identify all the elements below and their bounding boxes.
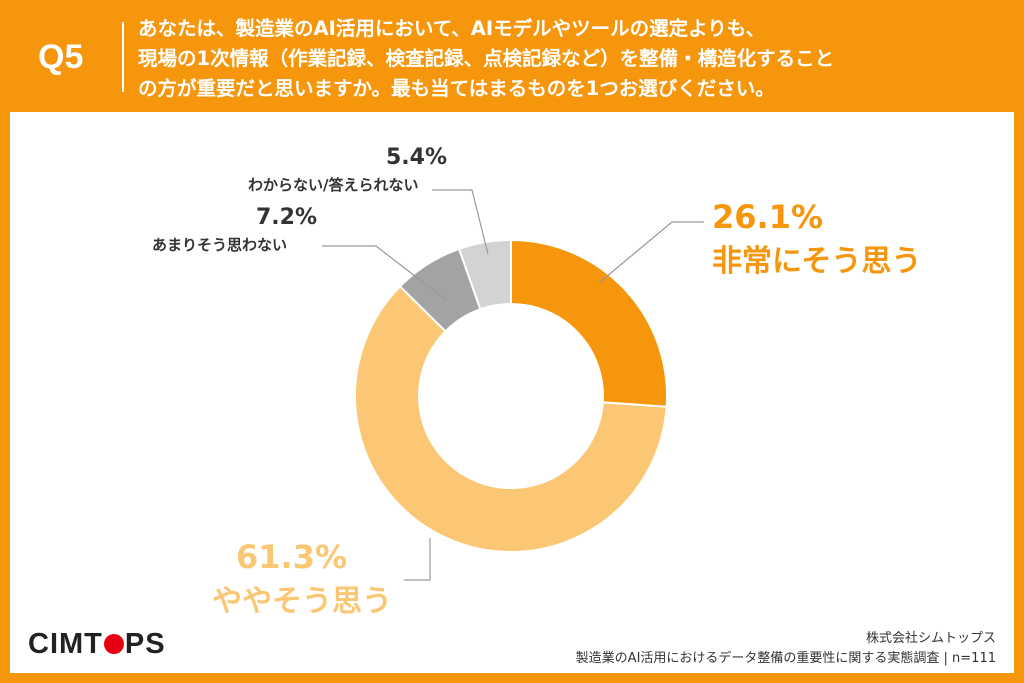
- header-divider: [122, 22, 124, 92]
- question-text: あなたは、製造業のAI活用において、AIモデルやツールの選定よりも、 現場の1次…: [138, 14, 998, 104]
- question-line-3: の方が重要だと思いますか。最も当てはまるものを1つお選びください。: [138, 77, 775, 100]
- slice-dontknow: [457, 238, 512, 311]
- leader-line-dontknow: [432, 189, 489, 255]
- logo-dot-icon: [103, 634, 124, 654]
- cimtops-logo: CIMT PS: [28, 628, 166, 661]
- slice-pct-somewhat-agree: 61.3%: [236, 538, 348, 576]
- chart-card: [10, 112, 1014, 673]
- slice-label-somewhat-agree: ややそう思う: [212, 584, 392, 619]
- slice-pct-dontknow: 5.4%: [386, 145, 448, 170]
- slice-pct-strongly-agree: 26.1%: [712, 198, 824, 236]
- question-number: Q5: [38, 38, 84, 76]
- slice-label-disagree: あまりそう思わない: [152, 236, 288, 254]
- logo-text-end: PS: [124, 628, 166, 660]
- slice-strongly-agree: [510, 238, 668, 408]
- question-header: Q5 あなたは、製造業のAI活用において、AIモデルやツールの選定よりも、 現場…: [0, 0, 1024, 112]
- leader-line-strongly-agree: [599, 221, 704, 283]
- logo-text-start: CIMT: [28, 628, 103, 660]
- footer-source: 製造業のAI活用におけるデータ整備の重要性に関する実態調査 | n=111: [575, 651, 996, 666]
- question-line-2: 現場の1次情報（作業記録、検査記録、点検記録など）を整備・構造化すること: [138, 47, 835, 70]
- leader-line-disagree: [322, 245, 447, 301]
- slice-label-dontknow: わからない/答えられない: [248, 176, 419, 194]
- leader-line-somewhat-agree: [404, 538, 431, 581]
- slice-somewhat-agree: [354, 284, 668, 553]
- footer-company: 株式会社シムトップス: [865, 631, 996, 646]
- slice-pct-disagree: 7.2%: [256, 205, 318, 230]
- slice-label-strongly-agree: 非常にそう思う: [712, 244, 922, 279]
- question-line-1: あなたは、製造業のAI活用において、AIモデルやツールの選定よりも、: [138, 17, 766, 40]
